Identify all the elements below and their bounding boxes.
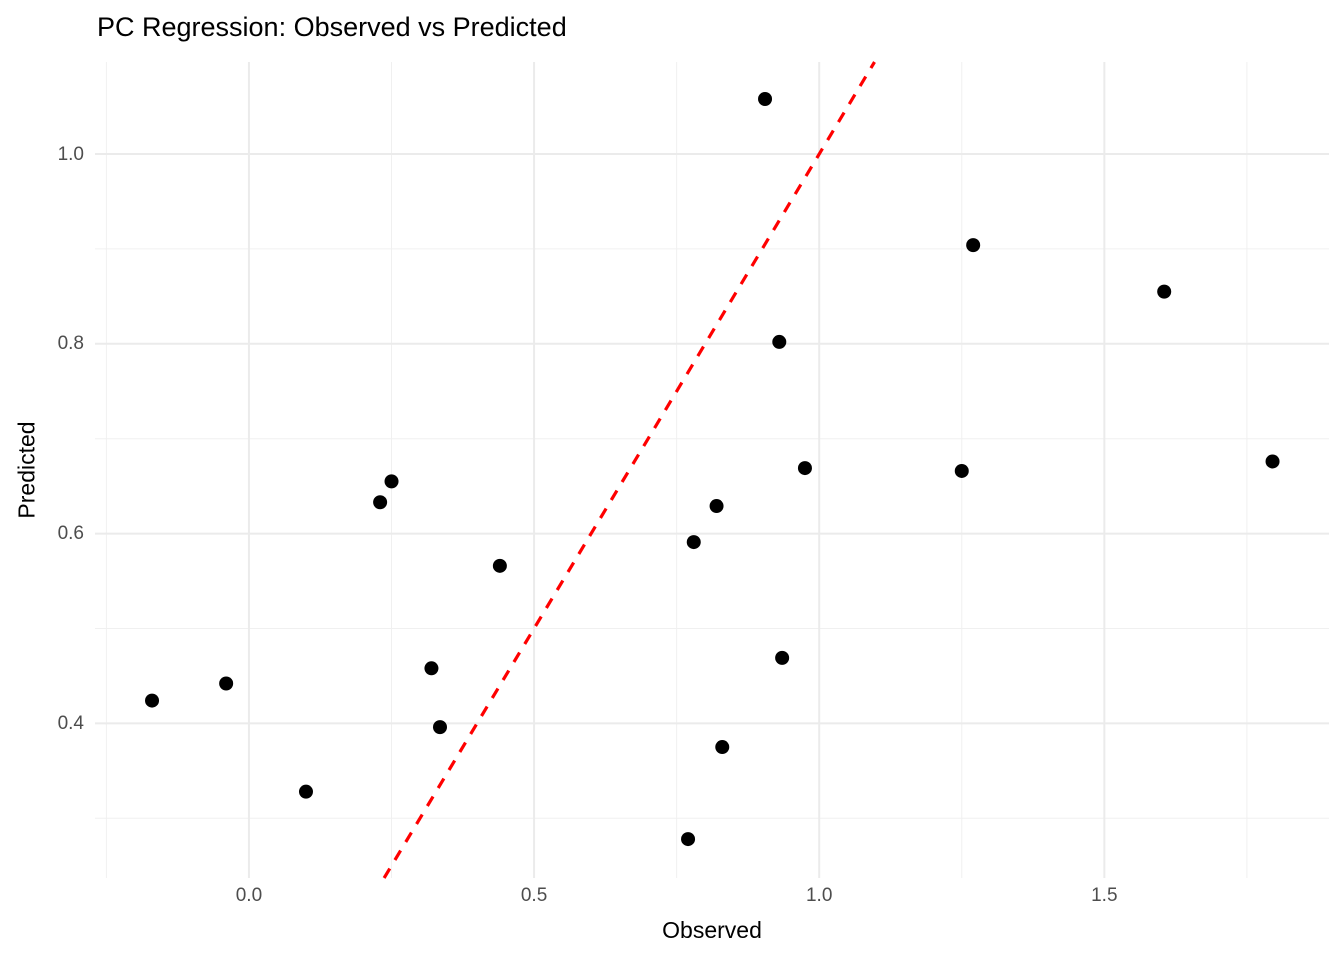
data-point (1265, 454, 1280, 469)
data-point (424, 661, 439, 676)
data-point (715, 740, 730, 755)
data-point (1157, 284, 1172, 299)
y-tick-label: 1.0 (57, 143, 84, 165)
x-tick-label: 0.0 (235, 885, 263, 906)
data-point (966, 238, 981, 253)
data-point (686, 535, 701, 550)
data-point (492, 558, 507, 573)
data-point (681, 832, 696, 847)
data-point (775, 650, 790, 665)
data-point (797, 461, 812, 476)
x-tick-label: 1.0 (805, 885, 833, 906)
data-point (219, 676, 234, 691)
data-point (954, 463, 969, 478)
data-point (709, 499, 724, 514)
data-point (758, 92, 773, 107)
y-tick-label: 0.8 (57, 333, 84, 355)
x-tick-label: 1.5 (1091, 885, 1118, 906)
data-point (373, 495, 388, 510)
y-axis-title: Predicted (13, 421, 40, 519)
data-point (772, 334, 787, 349)
data-point (384, 474, 399, 489)
data-point (145, 693, 160, 708)
y-tick-label: 0.6 (57, 523, 84, 545)
x-tick-label: 0.5 (520, 885, 548, 906)
y-tick-label: 0.4 (57, 712, 84, 734)
x-axis-title: Observed (662, 917, 762, 943)
chart-title: PC Regression: Observed vs Predicted (97, 12, 567, 42)
data-point (432, 720, 447, 735)
data-point (298, 784, 313, 799)
